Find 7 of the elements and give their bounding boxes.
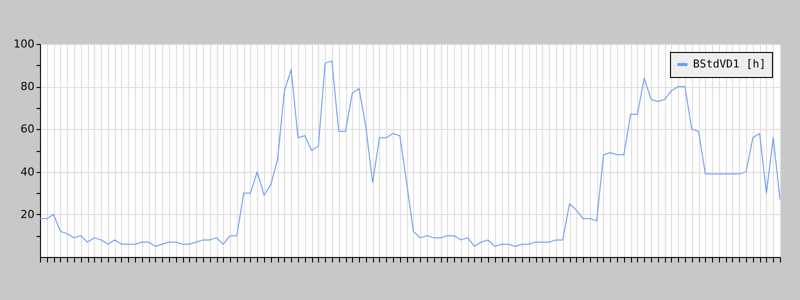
y-tick-label: 60 (20, 122, 34, 136)
y-tick-label: 80 (20, 80, 34, 94)
line-series (40, 60, 780, 247)
y-tick-label: 40 (20, 165, 34, 178)
y-tick-label: 100 (14, 38, 34, 50)
legend-label: BStdVD1 [h] (693, 58, 766, 70)
y-tick-label: 20 (20, 208, 34, 221)
